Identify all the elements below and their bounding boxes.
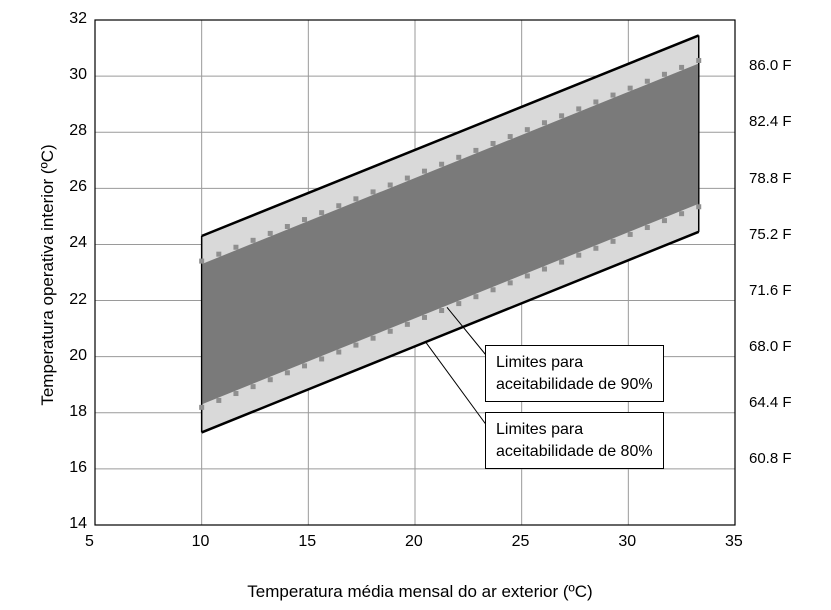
- fahrenheit-label: 75.2 F: [749, 226, 792, 243]
- x-tick: 5: [85, 533, 94, 551]
- fahrenheit-label: 78.8 F: [749, 170, 792, 187]
- x-tick: 20: [405, 533, 423, 551]
- chart-plot: [0, 0, 831, 610]
- chart-stage: Temperatura operativa interior (ºC) Temp…: [0, 0, 831, 610]
- y-tick: 30: [69, 66, 87, 84]
- fahrenheit-label: 60.8 F: [749, 450, 792, 467]
- y-tick: 18: [69, 403, 87, 421]
- callout-80-line2: aceitabilidade de 80%: [496, 441, 653, 463]
- x-tick: 30: [618, 533, 636, 551]
- y-tick: 24: [69, 234, 87, 252]
- y-tick: 28: [69, 122, 87, 140]
- y-tick: 14: [69, 515, 87, 533]
- x-tick: 10: [192, 533, 210, 551]
- y-tick: 16: [69, 459, 87, 477]
- y-tick: 20: [69, 347, 87, 365]
- x-tick: 35: [725, 533, 743, 551]
- fahrenheit-label: 82.4 F: [749, 113, 792, 130]
- callout-90: Limites para aceitabilidade de 90%: [485, 345, 664, 402]
- fahrenheit-label: 64.4 F: [749, 394, 792, 411]
- x-tick: 25: [512, 533, 530, 551]
- x-tick: 15: [298, 533, 316, 551]
- fahrenheit-label: 71.6 F: [749, 282, 792, 299]
- fahrenheit-label: 86.0 F: [749, 57, 792, 74]
- callout-90-line2: aceitabilidade de 90%: [496, 374, 653, 396]
- y-tick: 26: [69, 178, 87, 196]
- fahrenheit-label: 68.0 F: [749, 338, 792, 355]
- callout-80: Limites para aceitabilidade de 80%: [485, 412, 664, 469]
- callout-80-line1: Limites para: [496, 419, 653, 441]
- y-tick: 22: [69, 291, 87, 309]
- callout-90-line1: Limites para: [496, 352, 653, 374]
- y-tick: 32: [69, 10, 87, 28]
